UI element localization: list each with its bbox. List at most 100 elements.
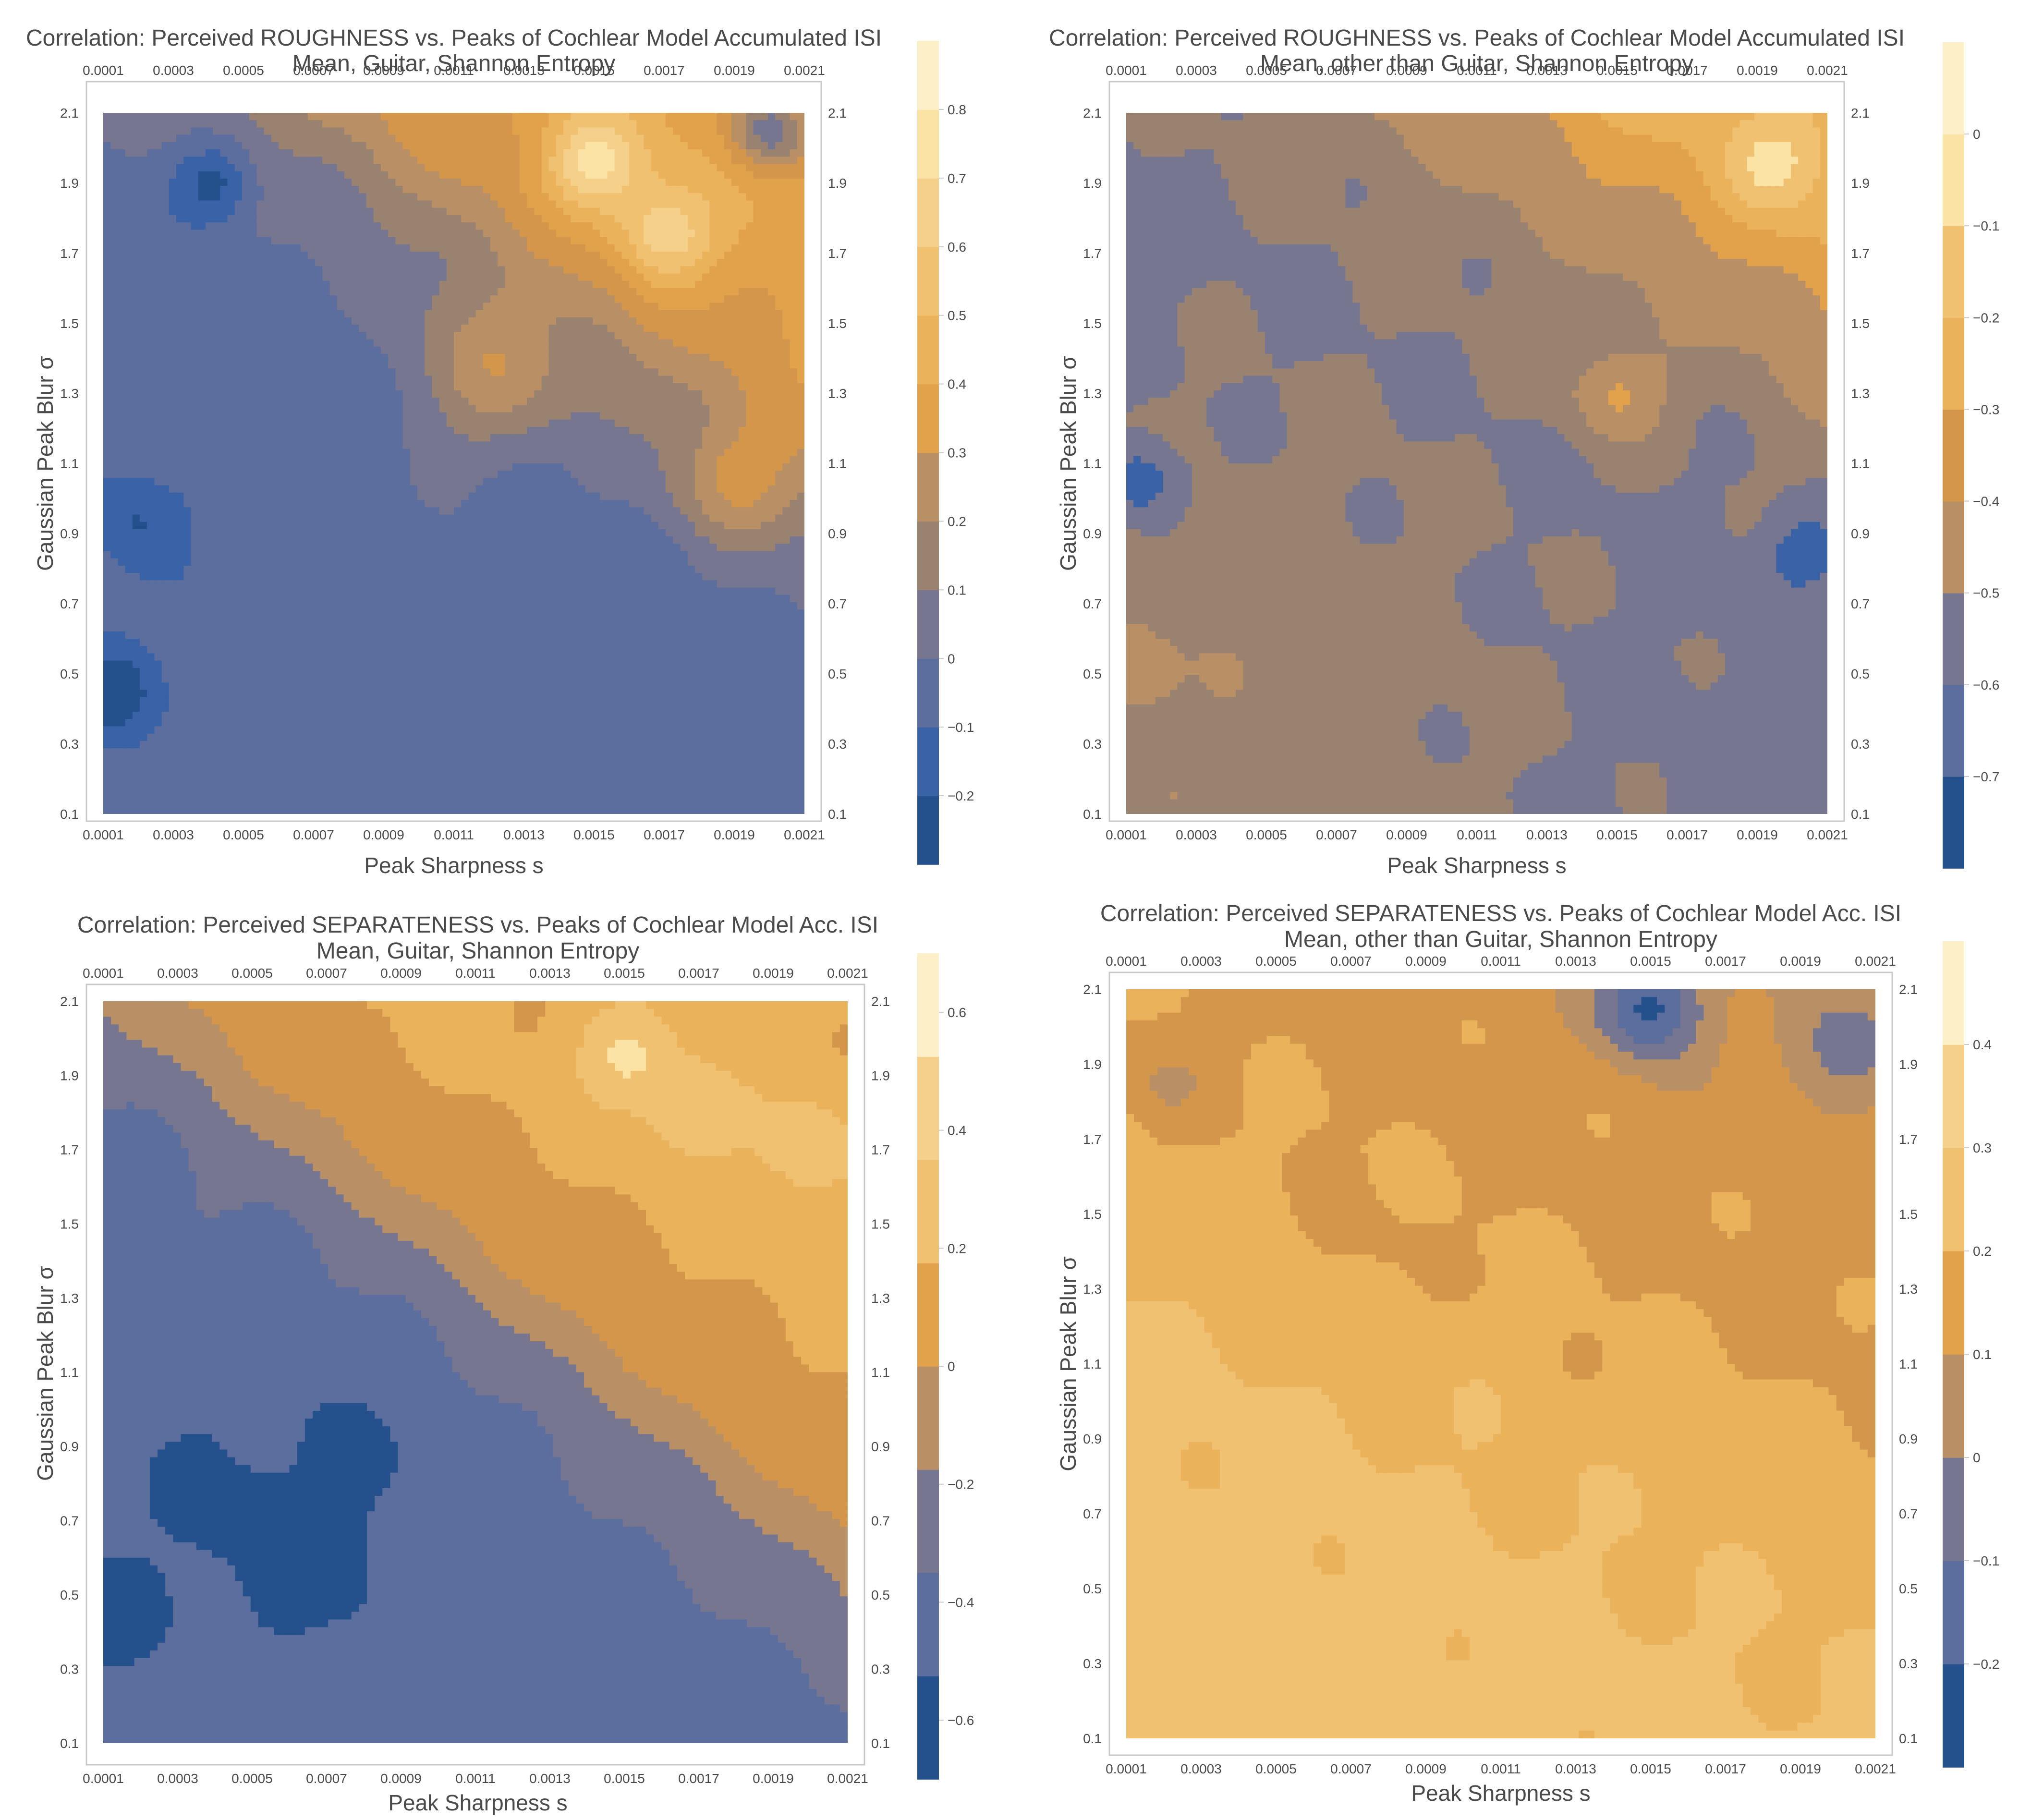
contour-cell — [147, 544, 155, 552]
contour-cell — [198, 580, 206, 588]
contour-cell — [337, 419, 345, 427]
contour-cell — [388, 222, 396, 230]
contour-cell — [110, 471, 119, 479]
contour-cell — [110, 134, 119, 143]
contour-cell — [475, 682, 484, 691]
contour-cell — [118, 806, 126, 814]
contour-cell — [410, 806, 418, 814]
contour-cell — [417, 529, 425, 537]
contour-cell — [468, 332, 476, 340]
contour-cell — [183, 463, 192, 471]
contour-cell — [154, 602, 162, 610]
contour-cell — [329, 346, 338, 354]
contour-cell — [380, 726, 389, 734]
contour-cell — [380, 339, 389, 347]
contour-cell — [322, 690, 330, 698]
contour-cell — [161, 207, 170, 216]
contour-cell — [337, 551, 345, 559]
contour-cell — [366, 230, 374, 238]
contour-cell — [337, 726, 345, 734]
contour-cell — [402, 712, 411, 719]
contour-cell — [344, 587, 352, 595]
contour-cell — [103, 726, 111, 734]
contour-cell — [337, 237, 345, 245]
contour-cell — [220, 288, 228, 296]
contour-cell — [249, 565, 257, 573]
contour-cell — [410, 653, 418, 661]
contour-cell — [227, 171, 235, 179]
contour-cell — [103, 719, 111, 727]
contour-cell — [271, 295, 279, 303]
contour-cell — [176, 178, 184, 186]
contour-cell — [198, 353, 206, 362]
contour-cell — [183, 353, 192, 362]
contour-cell — [315, 777, 323, 785]
contour-cell — [322, 740, 330, 749]
contour-cell — [169, 514, 177, 522]
contour-cell — [344, 551, 352, 559]
contour-cell — [307, 507, 316, 515]
contour-cell — [461, 806, 469, 814]
contour-cell — [161, 383, 170, 391]
contour-cell — [118, 587, 126, 595]
contour-cell — [322, 536, 330, 544]
contour-cell — [359, 171, 367, 179]
contour-cell — [322, 587, 330, 595]
contour-cell — [373, 383, 381, 391]
contour-cell — [337, 478, 345, 486]
contour-cell — [118, 368, 126, 376]
contour-cell — [147, 142, 155, 150]
contour-cell — [359, 419, 367, 427]
contour-cell — [417, 704, 425, 712]
contour-cell — [352, 142, 359, 150]
contour-cell — [307, 777, 316, 785]
contour-cell — [205, 755, 213, 764]
contour-cell — [110, 653, 119, 661]
contour-cell — [213, 441, 220, 449]
contour-cell — [140, 134, 147, 143]
contour-cell — [220, 412, 228, 420]
contour-cell — [140, 361, 147, 369]
contour-cell — [366, 134, 374, 143]
contour-cell — [183, 266, 192, 274]
contour-cell — [432, 390, 440, 398]
contour-cell — [161, 777, 170, 785]
contour-cell — [161, 565, 170, 573]
contour-cell — [176, 266, 184, 274]
contour-cell — [125, 463, 133, 471]
contour-cell — [315, 682, 323, 691]
contour-cell — [191, 646, 199, 654]
contour-cell — [468, 200, 476, 208]
contour-cell — [329, 536, 338, 544]
contour-cell — [395, 368, 403, 376]
contour-cell — [176, 200, 184, 208]
contour-cell — [380, 434, 389, 442]
contour-cell — [388, 587, 396, 595]
contour-cell — [432, 522, 440, 530]
contour-cell — [475, 259, 484, 267]
contour-cell — [300, 792, 308, 800]
contour-cell — [337, 398, 345, 405]
contour-cell — [183, 660, 192, 668]
contour-cell — [286, 142, 294, 150]
contour-cell — [176, 207, 184, 216]
contour-cell — [132, 120, 140, 128]
contour-cell — [425, 755, 432, 764]
contour-cell — [110, 522, 119, 530]
contour-cell — [154, 149, 162, 157]
contour-cell — [264, 544, 272, 552]
contour-cell — [439, 682, 447, 691]
contour-cell — [118, 251, 126, 259]
contour-cell — [213, 244, 220, 252]
contour-cell — [293, 251, 301, 259]
contour-cell — [395, 704, 403, 712]
contour-cell — [161, 266, 170, 274]
contour-cell — [300, 456, 308, 464]
contour-cell — [227, 595, 235, 603]
contour-cell — [329, 441, 338, 449]
contour-cell — [286, 595, 294, 603]
contour-cell — [395, 544, 403, 552]
contour-cell — [279, 697, 286, 705]
contour-cell — [454, 544, 462, 552]
contour-cell — [468, 544, 476, 552]
